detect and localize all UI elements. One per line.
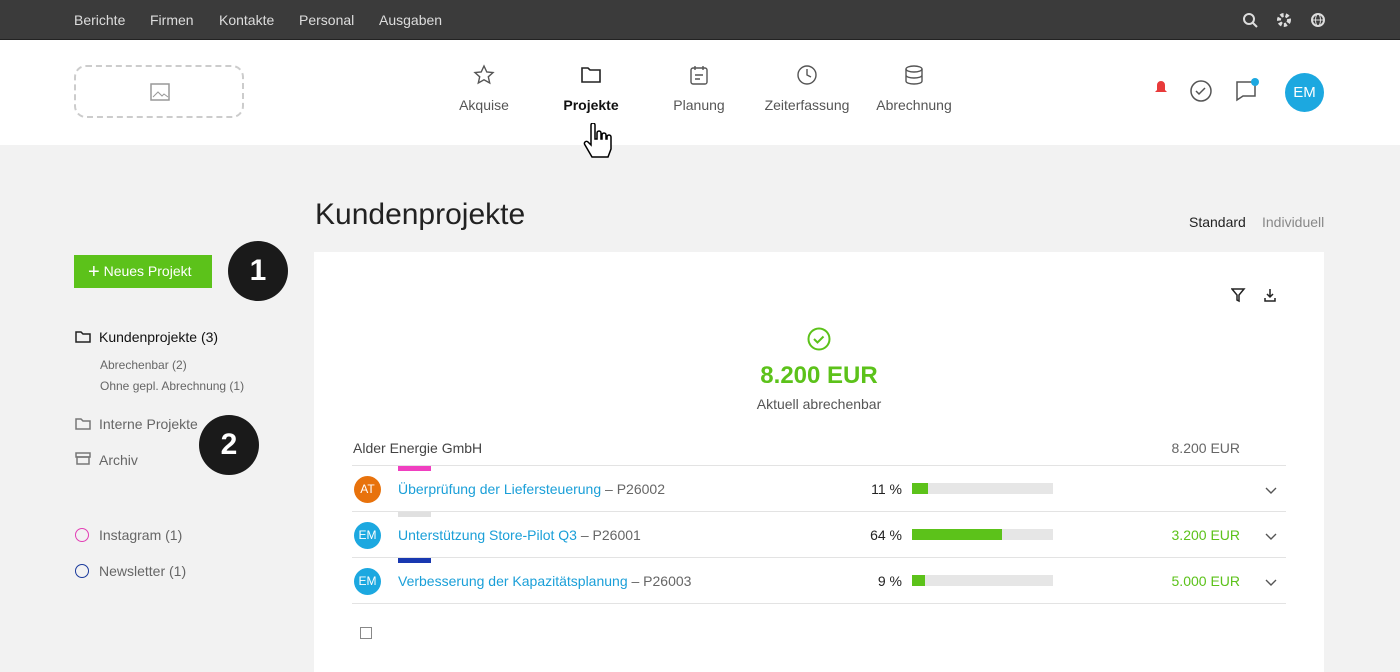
project-row: EM Verbesserung der Kapazitätsplanung – P… — [352, 557, 1286, 603]
nav-label: Planung — [673, 97, 725, 113]
new-project-button[interactable]: + Neues Projekt — [74, 255, 212, 288]
subfolder[interactable]: Ohne gepl. Abrechnung (1) — [100, 379, 245, 393]
progress-track — [912, 483, 1053, 494]
progress-track — [912, 575, 1053, 586]
summary-caption: Aktuell abrechenbar — [756, 396, 882, 412]
nav-label: Projekte — [563, 97, 619, 113]
project-avatar: AT — [354, 476, 381, 503]
nav-item[interactable]: Planung — [644, 64, 754, 113]
subfolder[interactable]: Abrechenbar (2) — [100, 358, 187, 372]
project-avatar: EM — [354, 522, 381, 549]
tag-dot — [75, 528, 89, 542]
project-row: EM Unterstützung Store-Pilot Q3 – P26001 6… — [352, 511, 1286, 557]
project-link[interactable]: Überprüfung der Liefersteuerung — [398, 481, 602, 497]
expand-toggle[interactable] — [1264, 574, 1278, 592]
view-tab[interactable]: Standard — [1189, 214, 1246, 230]
progress-track — [912, 529, 1053, 540]
tag[interactable]: Newsletter (1) — [99, 563, 187, 579]
project-code: – P26002 — [605, 481, 665, 497]
project-amount: 3.200 EUR — [1171, 527, 1240, 543]
project-title[interactable]: Überprüfung der Liefersteuerung – P26002 — [398, 481, 665, 497]
project-code: – P26001 — [580, 527, 641, 543]
select-checkbox[interactable] — [360, 627, 372, 639]
header-icons — [1155, 78, 1259, 102]
top-link[interactable]: Firmen — [150, 12, 194, 28]
summary-amount: 8.200 EUR — [760, 362, 878, 389]
page-title: Kundenprojekte — [315, 198, 526, 231]
progress-bar — [912, 529, 1003, 540]
project-link[interactable]: Verbesserung der Kapazitätsplanung — [398, 573, 628, 589]
top-bar: Berichte Firmen Kontakte Personal Ausgaben — [0, 0, 1400, 40]
project-title[interactable]: Verbesserung der Kapazitätsplanung – P26… — [398, 573, 691, 589]
tag[interactable]: Instagram (1) — [99, 527, 183, 543]
folder[interactable]: Kundenprojekte (3) — [99, 329, 219, 345]
step-badge: 2 — [199, 415, 259, 475]
project-title[interactable]: Unterstützung Store-Pilot Q3 – P26001 — [398, 527, 641, 543]
project-row: AT Überprüfung der Liefersteuerung – P260… — [352, 465, 1286, 511]
cursor — [582, 122, 612, 175]
project-card: 8.200 EUR Aktuell abrechenbar Alder Ener… — [314, 252, 1324, 672]
group-total: 8.200 EUR — [1171, 440, 1240, 456]
button-label: Neues Projekt — [103, 263, 192, 279]
group-name: Alder Energie GmbH — [353, 440, 483, 456]
project-tag — [398, 512, 431, 517]
project-code: – P26003 — [631, 573, 692, 589]
project-avatar: EM — [354, 568, 381, 595]
view-tab[interactable]: Individuell — [1262, 214, 1325, 230]
top-link[interactable]: Berichte — [74, 12, 126, 28]
progress-label: 9 % — [877, 573, 902, 589]
project-tag — [398, 466, 431, 471]
nav-item[interactable]: Projekte — [536, 64, 646, 113]
nav-item[interactable]: Zeiterfassung — [752, 64, 862, 113]
project-tag — [398, 558, 431, 563]
expand-toggle[interactable] — [1264, 482, 1278, 500]
nav-label: Zeiterfassung — [764, 97, 850, 113]
header: EM Akquise Projekte Planung Zeiterfassung Ab… — [0, 40, 1400, 145]
project-link[interactable]: Unterstützung Store-Pilot Q3 — [398, 527, 577, 543]
top-link[interactable]: Kontakte — [219, 12, 275, 28]
progress-bar — [912, 575, 925, 586]
nav-item[interactable]: Akquise — [429, 64, 539, 113]
folder[interactable]: Interne Projekte — [99, 416, 198, 432]
nav-label: Akquise — [459, 97, 509, 113]
card-tools — [1231, 288, 1276, 303]
step-badge: 1 — [228, 241, 288, 301]
top-icons — [1243, 13, 1325, 28]
nav-item[interactable]: Abrechnung — [859, 64, 969, 113]
progress-label: 64 % — [870, 527, 902, 543]
top-link[interactable]: Ausgaben — [379, 12, 443, 28]
folder[interactable]: Archiv — [99, 452, 138, 468]
expand-toggle[interactable] — [1264, 528, 1278, 546]
progress-label: 11 % — [871, 481, 902, 497]
project-amount: 5.000 EUR — [1171, 573, 1240, 589]
tag-dot — [75, 564, 89, 578]
top-link[interactable]: Personal — [299, 12, 355, 28]
row-divider — [352, 603, 1286, 604]
progress-bar — [912, 483, 928, 494]
user-avatar[interactable]: EM — [1285, 73, 1324, 112]
logo-placeholder[interactable] — [74, 65, 244, 118]
nav-label: Abrechnung — [876, 97, 952, 113]
